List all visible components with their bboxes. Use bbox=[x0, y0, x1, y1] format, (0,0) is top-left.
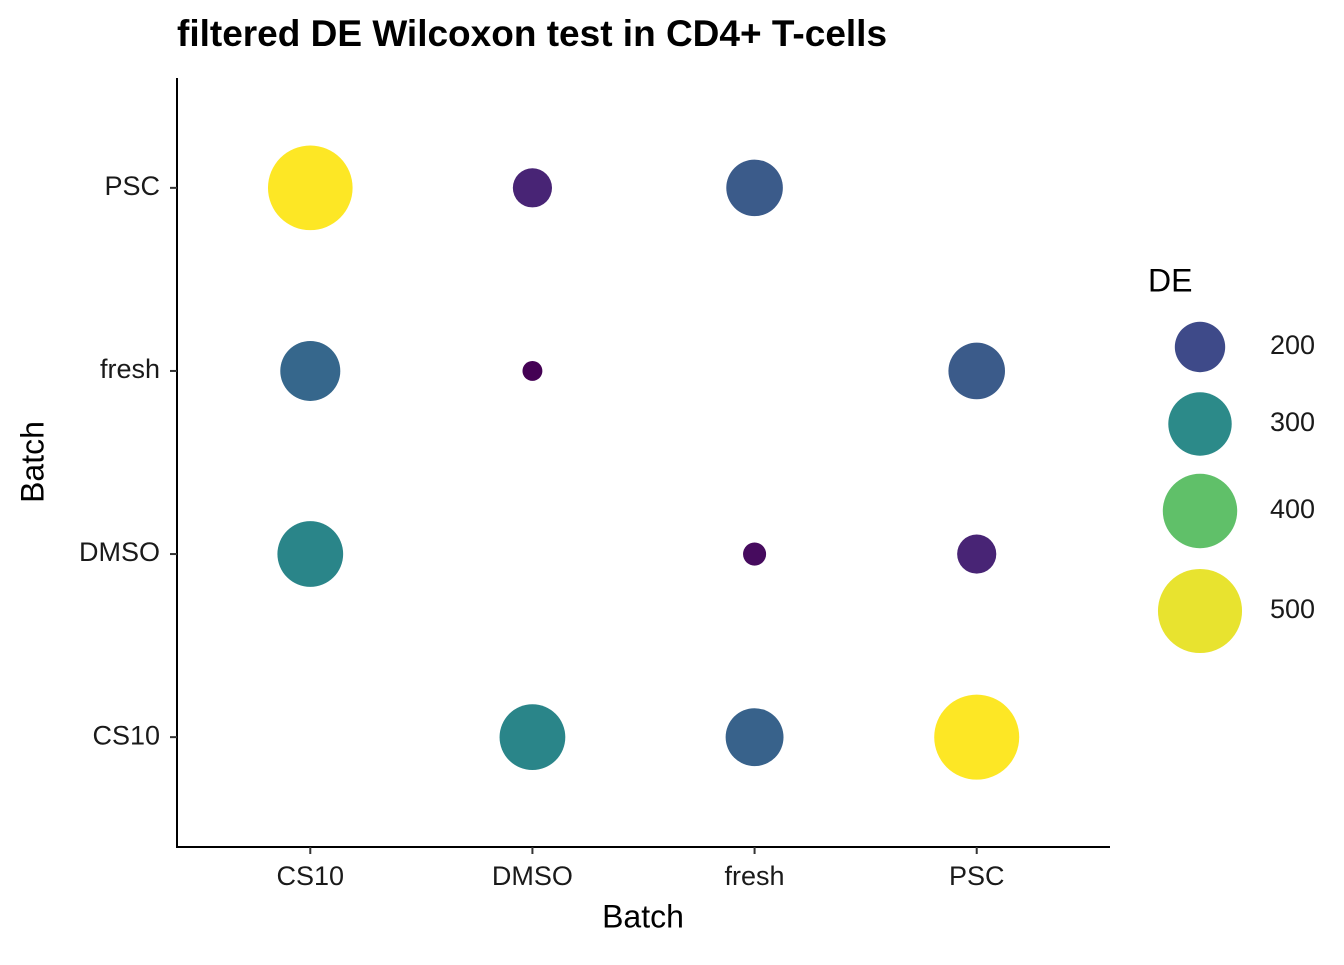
x-tick-label: fresh bbox=[725, 861, 785, 891]
x-tick-label: DMSO bbox=[492, 861, 573, 891]
legend-title: DE bbox=[1148, 262, 1192, 298]
bubble bbox=[934, 694, 1020, 780]
legend-label: 200 bbox=[1270, 330, 1315, 360]
y-tick-label: CS10 bbox=[92, 720, 160, 750]
y-tick-label: fresh bbox=[100, 354, 160, 384]
legend-key bbox=[1174, 321, 1226, 373]
bubble bbox=[725, 708, 784, 767]
bubble bbox=[267, 145, 353, 231]
bubble bbox=[726, 159, 783, 217]
y-axis-title: Batch bbox=[14, 421, 50, 503]
legend-label: 400 bbox=[1270, 494, 1315, 524]
legend-label: 300 bbox=[1270, 407, 1315, 437]
x-axis-title: Batch bbox=[602, 898, 684, 934]
bubble bbox=[743, 542, 767, 566]
bubble bbox=[522, 361, 543, 381]
bubble bbox=[948, 342, 1006, 400]
bubble bbox=[512, 168, 553, 208]
y-tick-label: PSC bbox=[104, 171, 160, 201]
chart-title: filtered DE Wilcoxon test in CD4+ T-cell… bbox=[177, 13, 887, 54]
y-tick-label: DMSO bbox=[79, 537, 160, 567]
legend-key bbox=[1168, 392, 1232, 456]
bubble bbox=[499, 704, 566, 771]
bubble bbox=[277, 521, 344, 587]
bubble bbox=[957, 534, 997, 574]
bubble bbox=[280, 340, 341, 401]
legend-key bbox=[1162, 473, 1238, 549]
x-tick-label: PSC bbox=[949, 861, 1005, 891]
legend-label: 500 bbox=[1270, 594, 1315, 624]
legend-key bbox=[1157, 568, 1243, 654]
x-tick-label: CS10 bbox=[277, 861, 345, 891]
